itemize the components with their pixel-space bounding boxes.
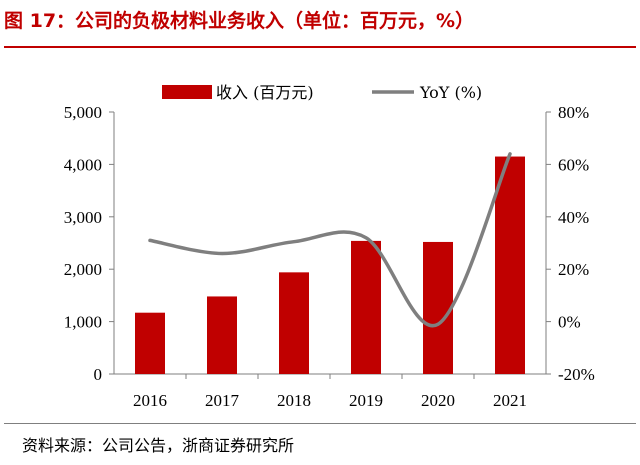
right-axis-tick-label: 60% bbox=[558, 155, 589, 174]
line-series bbox=[148, 152, 512, 328]
bar bbox=[423, 241, 453, 374]
title-rule bbox=[4, 46, 636, 48]
bar bbox=[495, 156, 525, 374]
right-axis-tick-label: 80% bbox=[558, 103, 589, 122]
bar bbox=[351, 240, 381, 374]
left-axis-tick-label: 5,000 bbox=[64, 103, 102, 122]
left-axis-tick-label: 3,000 bbox=[64, 208, 102, 227]
bar bbox=[135, 312, 165, 374]
right-axis-tick-label: 20% bbox=[558, 260, 589, 279]
bar-series bbox=[135, 156, 525, 374]
x-axis-tick-label: 2018 bbox=[277, 391, 311, 410]
right-axis-tick-label: 0% bbox=[558, 313, 581, 332]
left-axis-tick-label: 4,000 bbox=[64, 155, 102, 174]
legend: 收入 (百万元) YoY (%) bbox=[162, 83, 482, 102]
source-note: 资料来源：公司公告，浙商证券研究所 bbox=[22, 436, 295, 455]
legend-label-bar: 收入 (百万元) bbox=[216, 83, 314, 102]
x-axis-tick-label: 2016 bbox=[133, 391, 167, 410]
left-axis-tick-label: 2,000 bbox=[64, 260, 102, 279]
left-axis-tick-label: 0 bbox=[94, 365, 103, 384]
yoy-line bbox=[148, 152, 512, 328]
x-axis-tick-label: 2020 bbox=[421, 391, 455, 410]
x-axis-tick-label: 2019 bbox=[349, 391, 383, 410]
right-axis-tick-label: 40% bbox=[558, 208, 589, 227]
chart-title: 图 17：公司的负极材料业务收入（单位：百万元，%） bbox=[4, 10, 475, 32]
bar bbox=[279, 272, 309, 374]
legend-label-line: YoY (%) bbox=[419, 83, 482, 102]
bar bbox=[207, 296, 237, 374]
axes bbox=[109, 111, 551, 379]
x-axis-tick-label: 2021 bbox=[493, 391, 527, 410]
source-rule bbox=[4, 423, 636, 424]
tick-labels: 0 1,000 2,000 3,000 4,000 5,000 -20% 0% 20% 40% 60… bbox=[64, 103, 595, 410]
x-axis-tick-label: 2017 bbox=[205, 391, 240, 410]
legend-swatch-bar bbox=[162, 85, 212, 99]
right-axis-tick-label: -20% bbox=[558, 365, 595, 384]
left-axis-tick-label: 1,000 bbox=[64, 313, 102, 332]
